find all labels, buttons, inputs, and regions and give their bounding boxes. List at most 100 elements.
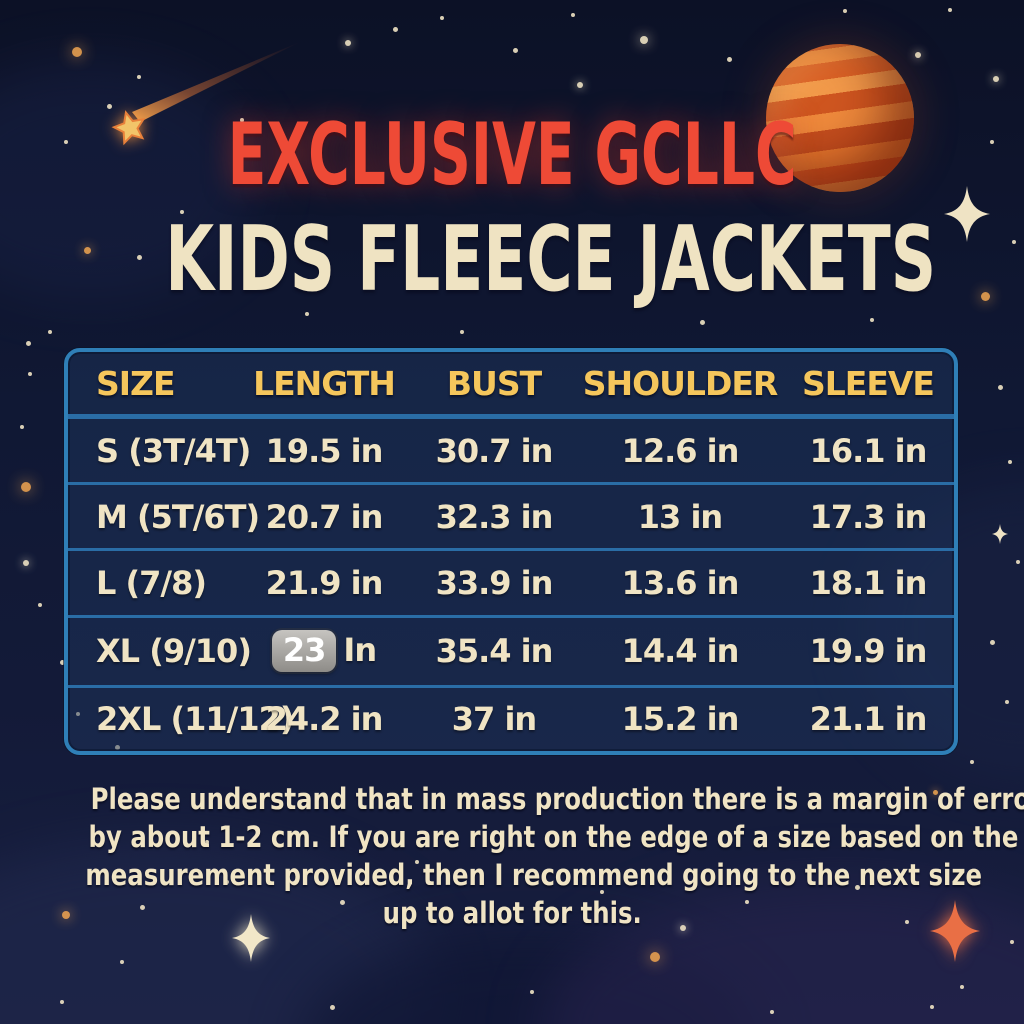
star-dot bbox=[84, 247, 91, 254]
star-dot bbox=[970, 760, 974, 764]
star-dot bbox=[62, 911, 70, 919]
star-dot bbox=[330, 1005, 335, 1010]
shoulder-cell: 15.2 in bbox=[621, 700, 740, 739]
table-body: S (3T/4T) 19.5 in 30.7 in 12.6 in 16.1 i… bbox=[68, 419, 954, 751]
star-dot bbox=[120, 960, 124, 964]
brand-title: EXCLUSIVE GCLLC bbox=[0, 112, 1024, 198]
length-cell: 23 In bbox=[238, 630, 410, 673]
bust-cell: 32.3 in bbox=[435, 497, 554, 536]
star-dot bbox=[727, 57, 732, 62]
length-cell: 21.9 in bbox=[265, 564, 384, 602]
star-dot bbox=[60, 1000, 64, 1004]
table-row: L (7/8) 21.9 in 33.9 in 13.6 in 18.1 in bbox=[68, 548, 954, 614]
star-dot bbox=[21, 482, 31, 492]
star-dot bbox=[770, 1010, 774, 1014]
note-line: measurement provided, then I recommend g… bbox=[85, 858, 983, 892]
star-dot bbox=[1016, 560, 1020, 564]
star-dot bbox=[993, 76, 999, 82]
shooting-star-icon bbox=[111, 42, 300, 146]
star-dot bbox=[930, 1005, 934, 1009]
column-header-shoulder: SHOULDER bbox=[582, 363, 779, 403]
star-dot bbox=[870, 318, 874, 322]
star-dot bbox=[72, 47, 82, 57]
star-dot bbox=[180, 210, 184, 214]
bust-cell: 33.9 in bbox=[435, 564, 554, 602]
sparkle-star-icon bbox=[930, 900, 980, 962]
column-header-bust: BUST bbox=[446, 363, 542, 403]
bust-cell: 30.7 in bbox=[435, 431, 554, 470]
star-dot bbox=[981, 292, 990, 301]
note-line: up to allot for this. bbox=[382, 896, 642, 930]
star-dot bbox=[345, 40, 351, 46]
star-dot bbox=[393, 27, 398, 32]
table-header-row: SIZE LENGTH BUST SHOULDER SLEEVE bbox=[68, 352, 954, 419]
star-dot bbox=[577, 82, 583, 88]
table-row: M (5T/6T) 20.7 in 32.3 in 13 in 17.3 in bbox=[68, 482, 954, 548]
star-dot bbox=[23, 560, 29, 566]
shoulder-cell: 13.6 in bbox=[621, 564, 740, 602]
star-dot bbox=[855, 885, 860, 890]
size-cell: L (7/8) bbox=[96, 564, 207, 602]
star-dot bbox=[415, 860, 419, 864]
star-dot bbox=[513, 48, 518, 53]
star-dot bbox=[440, 16, 444, 20]
star-dot bbox=[948, 8, 952, 12]
star-dot bbox=[305, 312, 309, 316]
star-dot bbox=[1005, 700, 1009, 704]
size-cell: XL (9/10) bbox=[96, 632, 252, 671]
page-title-text: KIDS FLEECE JACKETS bbox=[165, 207, 937, 312]
star-dot bbox=[990, 140, 994, 144]
star-dot bbox=[20, 425, 24, 429]
star-dot bbox=[745, 900, 749, 904]
star-dot bbox=[650, 952, 660, 962]
note-line: Please understand that in mass productio… bbox=[90, 782, 1024, 816]
length-cell: 24.2 in bbox=[265, 700, 384, 739]
star-dot bbox=[1008, 460, 1012, 464]
star-dot bbox=[680, 925, 686, 931]
star-dot bbox=[137, 75, 141, 79]
table-row: 2XL (11/12) 24.2 in 37 in 15.2 in 21.1 i… bbox=[68, 684, 954, 751]
sleeve-cell: 19.9 in bbox=[809, 632, 928, 671]
star-dot bbox=[933, 790, 938, 795]
size-cell: 2XL (11/12) bbox=[96, 700, 294, 739]
column-header-size: SIZE bbox=[96, 363, 176, 403]
star-dot bbox=[48, 330, 52, 334]
star-dot bbox=[76, 712, 80, 716]
star-dot bbox=[140, 905, 145, 910]
star-dot bbox=[137, 255, 142, 260]
note-line: by about 1-2 cm. If you are right on the… bbox=[88, 820, 1019, 854]
star-dot bbox=[1012, 240, 1016, 244]
size-chart-table: SIZE LENGTH BUST SHOULDER SLEEVE S (3T/4… bbox=[64, 348, 958, 755]
sleeve-cell: 17.3 in bbox=[809, 497, 928, 536]
sleeve-cell: 21.1 in bbox=[809, 700, 928, 739]
shoulder-cell: 14.4 in bbox=[621, 632, 740, 671]
star-dot bbox=[600, 890, 604, 894]
column-header-length: LENGTH bbox=[253, 363, 396, 403]
sizing-note: Please understand that in mass productio… bbox=[0, 780, 1024, 932]
bust-cell: 37 in bbox=[451, 700, 537, 739]
star-dot bbox=[205, 840, 209, 844]
star-dot bbox=[107, 104, 112, 109]
brand-title-text: EXCLUSIVE GCLLC bbox=[227, 105, 797, 205]
star-dot bbox=[340, 900, 345, 905]
length-cell: 19.5 in bbox=[265, 431, 384, 470]
star-dot bbox=[1010, 940, 1014, 944]
star-dot bbox=[460, 330, 464, 334]
cloud-shape bbox=[0, 60, 260, 300]
length-cell: 20.7 in bbox=[265, 497, 384, 536]
size-cell: S (3T/4T) bbox=[96, 431, 251, 470]
star-dot bbox=[700, 320, 705, 325]
star-dot bbox=[530, 990, 534, 994]
table-row: XL (9/10) 23 In 35.4 in 14.4 in 19.9 in bbox=[68, 614, 954, 685]
star-dot bbox=[990, 640, 995, 645]
star-dot bbox=[490, 905, 494, 909]
star-dot bbox=[225, 880, 229, 884]
star-dot bbox=[38, 603, 42, 607]
star-dot bbox=[240, 118, 244, 122]
shoulder-cell: 13 in bbox=[637, 497, 723, 536]
planet-icon bbox=[766, 44, 914, 192]
table-row: S (3T/4T) 19.5 in 30.7 in 12.6 in 16.1 i… bbox=[68, 419, 954, 482]
star-dot bbox=[905, 920, 909, 924]
highlighted-length-value: 23 bbox=[271, 630, 337, 673]
